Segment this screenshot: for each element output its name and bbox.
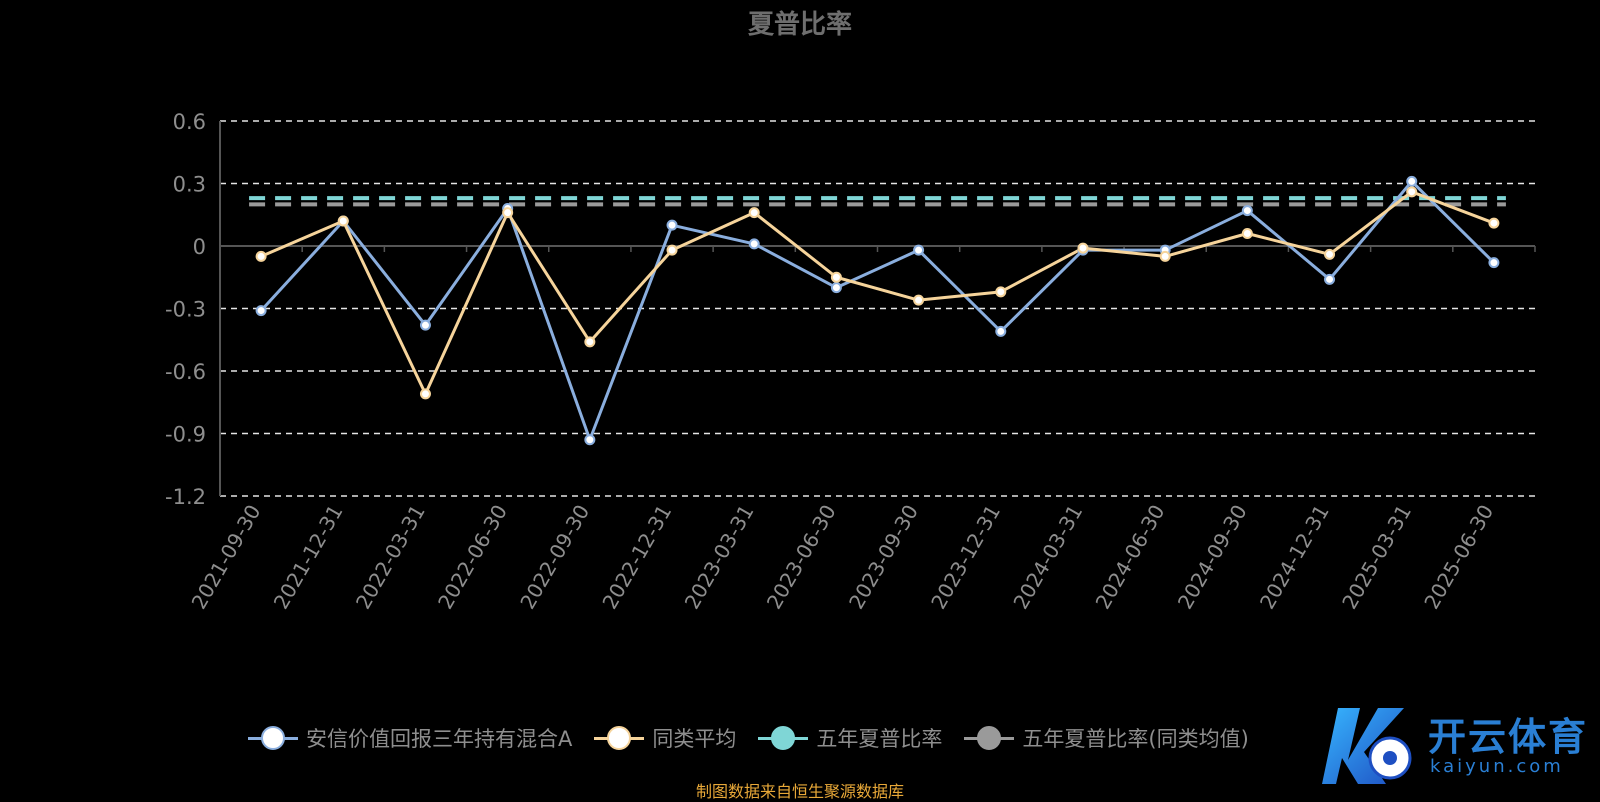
chart-title: 夏普比率 [748,9,852,40]
data-point-1 [337,215,349,227]
watermark-brand: 开云体育 [1428,715,1589,759]
data-point-0 [255,305,267,317]
y-tick-label: -0.6 [165,360,206,384]
y-tick-label: 0.6 [173,110,206,134]
data-point-1 [419,388,431,400]
data-point-0 [666,219,678,231]
data-point-1 [1324,248,1336,260]
data-point-0 [748,238,760,250]
watermark-domain: kaiyun.com [1430,756,1564,777]
legend-swatch-fund [248,725,298,751]
legend-item-fund[interactable]: 安信价值回报三年持有混合A [248,723,572,753]
data-point-0 [584,434,596,446]
legend-swatch-five-year [758,725,809,751]
data-point-1 [748,207,760,219]
y-tick-label: 0 [193,235,206,259]
x-tick-label: 2024-06-30 [1091,501,1170,614]
data-point-0 [1241,205,1253,217]
x-tick-label: 2025-03-31 [1337,501,1416,614]
legend-label: 同类平均 [652,727,737,751]
data-point-1 [502,207,514,219]
data-point-1 [1241,228,1253,239]
legend-label: 安信价值回报三年持有混合A [306,727,573,751]
series-line-0 [259,179,1495,442]
watermark-logo: 开云体育 kaiyun.com [1318,700,1588,790]
x-tick-label: 2024-03-31 [1008,501,1087,614]
y-tick-label: 0.3 [173,173,206,197]
x-tick-label: 2023-03-31 [680,501,759,614]
legend-label: 五年夏普比率(同类均值) [1022,727,1249,751]
data-point-1 [995,286,1007,298]
x-tick-label: 2021-09-30 [187,501,266,614]
x-tick-label: 2021-12-31 [269,501,348,614]
legend-item-five-year-sharpe-peer[interactable]: 五年夏普比率(同类均值) [964,723,1249,753]
legend-swatch-peer [594,725,645,751]
data-point-1 [830,271,842,283]
legend-item-peer-average[interactable]: 同类平均 [594,723,736,753]
data-point-1 [255,250,267,262]
data-point-1 [1406,186,1418,198]
x-tick-label: 2022-03-31 [351,501,430,614]
x-tick-label: 2024-12-31 [1255,501,1334,614]
x-tick-label: 2023-09-30 [844,501,923,614]
legend-item-five-year-sharpe[interactable]: 五年夏普比率 [758,723,942,753]
data-point-0 [995,325,1007,337]
data-point-1 [584,336,596,348]
legend: 安信价值回报三年持有混合A 同类平均 五年夏普比率 五年夏普比率(同类均值) [248,718,1249,758]
data-point-1 [666,244,678,256]
data-point-1 [1077,242,1089,254]
x-tick-label: 2022-12-31 [597,501,676,614]
data-point-1 [1159,250,1171,262]
y-tick-label: -0.3 [165,298,206,322]
data-point-0 [913,244,925,256]
legend-swatch-five-year-peer [964,725,1015,751]
series-line-1 [260,190,1495,396]
x-tick-label: 2023-06-30 [762,501,841,614]
x-tick-label: 2022-09-30 [515,501,594,614]
y-tick-label: -1.2 [165,485,206,509]
data-point-0 [1406,175,1418,187]
x-tick-label: 2023-12-31 [926,501,1005,614]
data-point-0 [1488,257,1500,269]
data-point-1 [913,294,925,306]
data-point-0 [419,319,431,331]
x-tick-label: 2025-06-30 [1419,501,1498,614]
data-source-note: 制图数据来自恒生聚源数据库 [695,782,904,801]
data-point-0 [830,282,842,294]
data-point-0 [1324,273,1336,285]
x-tick-label: 2024-09-30 [1173,501,1252,614]
legend-label: 五年夏普比率 [816,727,943,751]
kaiyun-logo-icon [1322,708,1412,784]
x-tick-label: 2022-06-30 [433,501,512,614]
data-point-1 [1488,217,1500,229]
y-tick-label: -0.9 [165,423,206,447]
